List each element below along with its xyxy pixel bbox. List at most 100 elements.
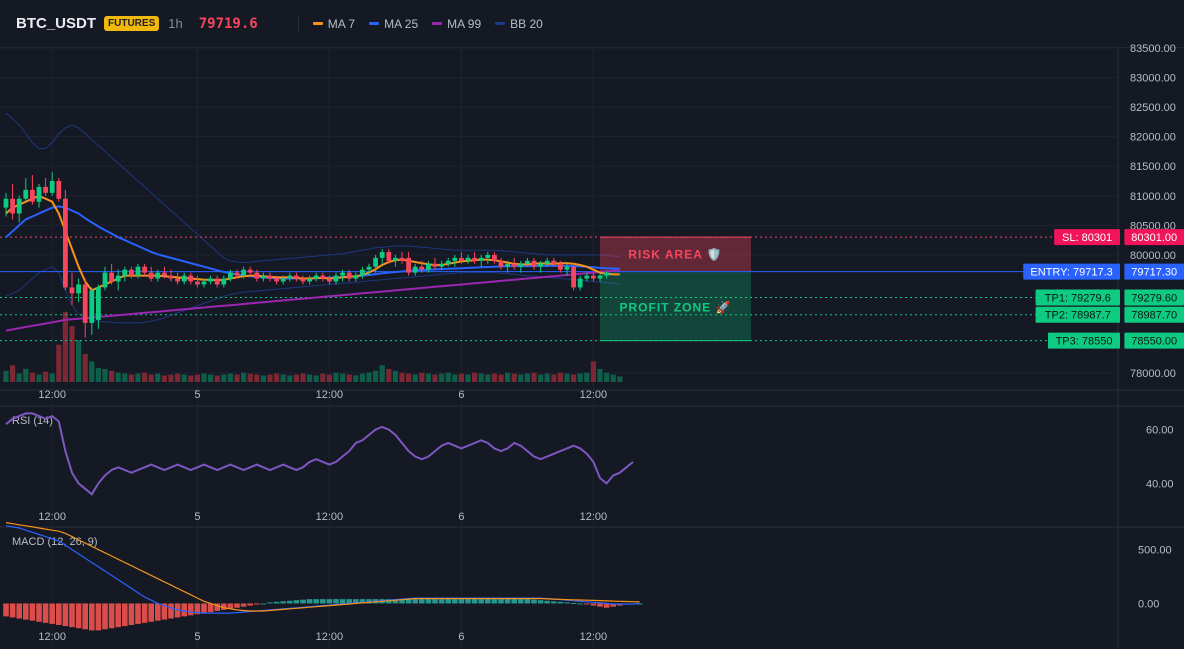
volume-bar: [505, 372, 511, 382]
volume-bar: [307, 374, 313, 382]
macd-histogram-bar: [445, 599, 451, 604]
macd-histogram-bar: [128, 603, 135, 625]
volume-bar: [399, 372, 405, 382]
macd-histogram-bar: [102, 603, 108, 630]
candle-body: [320, 275, 326, 279]
tp2-axis-tag: 78987.70: [1131, 310, 1177, 322]
candle-body: [155, 272, 161, 279]
candle-body: [122, 269, 128, 276]
macd-histogram-bar: [23, 603, 29, 620]
candle-body: [274, 278, 279, 282]
price-axes: 78000.0080000.0080500.0081000.0081500.00…: [38, 43, 1175, 643]
candle-body: [360, 269, 365, 276]
candle-body: [148, 272, 154, 279]
candle-body: [472, 257, 477, 261]
price-tick-label: 83500.00: [1130, 43, 1176, 55]
legend-ma99[interactable]: MA 99: [432, 17, 481, 31]
tp1-tag: TP1: 79279.6: [1045, 292, 1111, 304]
candle-body: [188, 275, 194, 282]
legend-swatch: [369, 22, 380, 25]
price-tick-label: 78000.00: [1130, 368, 1176, 380]
macd-histogram-bar: [392, 599, 399, 604]
macd-histogram-bar: [280, 601, 286, 604]
volume-bar: [604, 372, 610, 382]
time-tick-label: 12:00: [316, 631, 344, 643]
volume-bar: [10, 365, 16, 382]
volume-bar: [62, 312, 68, 382]
tp2-tag-bg: [1035, 306, 1120, 323]
candle-body: [115, 275, 121, 282]
rsi-tick-label: 60.00: [1146, 425, 1174, 437]
candle-body: [531, 260, 537, 267]
volume-bar: [293, 374, 299, 382]
macd-histogram-bar: [240, 603, 247, 607]
volume-bar: [333, 372, 339, 382]
candle-body: [162, 272, 167, 276]
volume-bar: [128, 374, 134, 382]
macd-histogram-bar: [478, 599, 484, 604]
legend-ma25[interactable]: MA 25: [369, 17, 418, 31]
time-tick-label: 5: [194, 631, 200, 643]
profit-zone: [600, 271, 751, 341]
volume-bar: [234, 374, 240, 382]
volume-bar: [267, 374, 273, 382]
volume-bar: [260, 375, 266, 382]
volume-bar: [551, 374, 557, 382]
volume-bar: [346, 374, 352, 382]
volume-bar: [326, 374, 332, 382]
volume-bar: [254, 374, 260, 382]
macd-histogram-bar: [577, 603, 583, 605]
rsi-line: [5, 412, 634, 496]
candle-body: [16, 198, 22, 214]
candle-body: [181, 275, 187, 282]
volume-bar: [313, 375, 319, 382]
volume-bar: [16, 373, 22, 382]
volume-bar: [597, 368, 603, 382]
entry-tag-bg: [1023, 263, 1120, 280]
candle-body: [597, 275, 603, 279]
legend-bb20[interactable]: BB 20: [495, 17, 543, 31]
candle-body: [294, 275, 299, 279]
candle-body: [445, 260, 451, 264]
legend-label: MA 99: [447, 16, 482, 31]
volume-bar: [538, 374, 544, 382]
candle-body: [221, 278, 227, 285]
macd-histogram-bar: [300, 599, 306, 604]
moving-averages: [5, 194, 620, 332]
candle-body: [379, 251, 385, 258]
sl-tag: SL: 80301: [1062, 232, 1112, 244]
candle-body: [261, 275, 266, 279]
interval-selector[interactable]: 1h: [168, 16, 183, 31]
sl-tag-bg: [1054, 229, 1120, 246]
macd-histogram-bar: [161, 603, 168, 620]
entry-tag: ENTRY: 79717.3: [1030, 267, 1112, 279]
volume-bar: [571, 374, 577, 382]
volume-bar: [557, 372, 563, 382]
symbol-name[interactable]: BTC_USDT: [16, 15, 97, 32]
volume-bar: [458, 373, 464, 382]
volume-bar: [491, 373, 497, 382]
candle-body: [465, 257, 471, 261]
candle-body: [300, 278, 306, 282]
macd-histogram-bar: [537, 600, 544, 604]
legend-ma7[interactable]: MA 7: [312, 17, 355, 31]
volume-bar: [406, 373, 412, 382]
tp2-tag: TP2: 78987.7: [1045, 310, 1111, 322]
macd-histogram-bar: [320, 599, 326, 604]
rsi-pane: RSI (14): [5, 412, 634, 496]
macd-histogram-bar: [485, 599, 491, 604]
volume-bar: [49, 373, 55, 382]
price-tick-label: 81000.00: [1130, 191, 1176, 203]
volume-bar: [465, 374, 471, 382]
candle-body: [393, 257, 398, 261]
candle-body: [109, 272, 114, 282]
volume-bar: [472, 372, 478, 382]
sl-axis-tag-bg: [1124, 229, 1184, 246]
volume-bar: [300, 373, 306, 382]
macd-histogram-bar: [491, 599, 498, 604]
macd-histogram-bar: [405, 599, 412, 604]
macd-histogram-bar: [326, 599, 333, 604]
candle-body: [571, 266, 576, 288]
macd-histogram-bar: [531, 599, 537, 604]
